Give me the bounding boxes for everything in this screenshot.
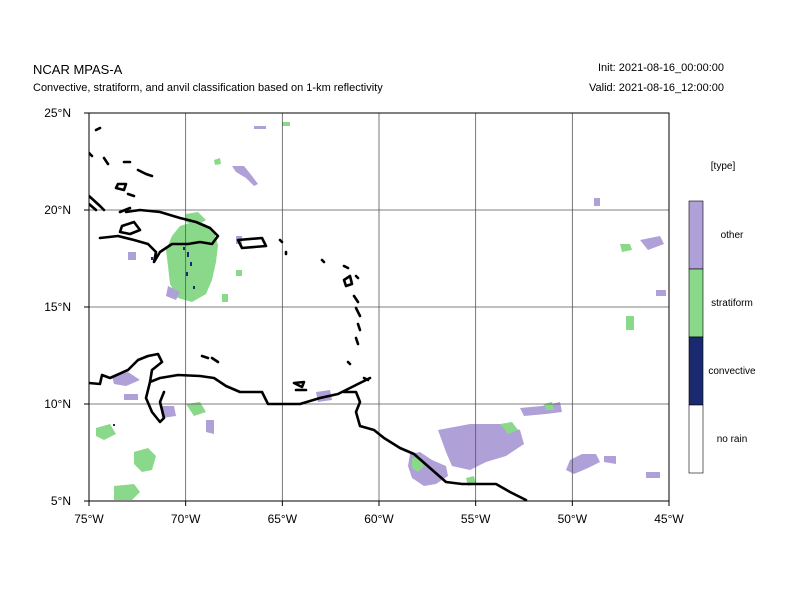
legend-swatch [688, 268, 704, 338]
precip-other-area [646, 472, 660, 478]
coastline-south-america [89, 352, 528, 501]
map-subtitle: Convective, stratiform, and anvil classi… [33, 82, 383, 94]
precip-convective-cell [193, 286, 195, 289]
legend-label: no rain [717, 434, 748, 445]
y-tick-label: 20°N [44, 203, 71, 217]
precip-other-area [656, 290, 666, 296]
y-tick-label: 25°N [44, 106, 71, 120]
coastlines [89, 126, 528, 501]
precip-other-area [128, 252, 136, 260]
precip-other-area [254, 126, 266, 129]
legend: [type] other stratiform convective no rain [688, 161, 756, 474]
precip-stratiform-area [186, 212, 206, 226]
legend-title: [type] [711, 161, 736, 172]
precip-stratiform-area [114, 484, 140, 500]
x-tick-label: 75°W [74, 512, 104, 526]
precip-stratiform-area [282, 122, 290, 126]
precip-convective-cell [190, 262, 192, 266]
precip-convective-cell [113, 424, 115, 426]
x-axis: 75°W 70°W 65°W 60°W 55°W 50°W 45°W [74, 501, 684, 526]
precip-convective-cell [151, 257, 153, 260]
coastline-island [118, 206, 132, 214]
precip-stratiform-area [222, 294, 228, 302]
map-title: NCAR MPAS-A [33, 62, 123, 77]
graticule [88, 112, 670, 502]
precip-convective-cell [186, 272, 188, 276]
coastline-cuba [89, 194, 106, 212]
precip-other-area [438, 424, 524, 470]
precip-stratiform-area [500, 422, 518, 434]
precip-other-area [604, 456, 616, 464]
precip-stratiform-area [214, 158, 221, 165]
legend-label: convective [708, 366, 756, 377]
y-tick-label: 10°N [44, 397, 71, 411]
precip-convective-cell [187, 252, 189, 257]
legend-label: stratiform [711, 298, 753, 309]
precip-other-area [594, 198, 600, 206]
x-tick-label: 60°W [364, 512, 394, 526]
precip-other-area [124, 394, 138, 400]
coastline-island [200, 354, 220, 364]
precip-convective-cell [183, 247, 185, 250]
precip-stratiform-area [620, 244, 632, 252]
precip-stratiform-area [134, 448, 156, 472]
precip-stratiform-area [236, 270, 242, 276]
coastline-lesser-antilles [278, 238, 370, 382]
precip-stratiform-area [96, 424, 116, 440]
precip-other-area [206, 420, 214, 434]
precip-other-area [166, 286, 180, 300]
legend-label: other [721, 230, 744, 241]
coastline-bahamas [89, 126, 154, 198]
coastline-island [292, 380, 306, 389]
y-tick-label: 15°N [44, 300, 71, 314]
x-tick-label: 55°W [461, 512, 491, 526]
coastline-puerto-rico [236, 236, 268, 250]
precip-other-area [112, 372, 140, 386]
legend-swatch [688, 404, 704, 474]
y-axis: 5°N 10°N 15°N 20°N 25°N [44, 106, 89, 508]
x-tick-label: 65°W [268, 512, 298, 526]
y-tick-label: 5°N [51, 494, 71, 508]
x-tick-label: 45°W [654, 512, 684, 526]
x-tick-label: 70°W [171, 512, 201, 526]
init-time: Init: 2021-08-16_00:00:00 [598, 62, 724, 74]
precip-stratiform-area [626, 316, 634, 330]
precip-other-area [566, 454, 600, 474]
legend-swatch [688, 200, 704, 270]
valid-time: Valid: 2021-08-16_12:00:00 [589, 82, 724, 94]
x-tick-label: 50°W [558, 512, 588, 526]
precip-other-area [640, 236, 664, 250]
precip-stratiform-area [186, 402, 206, 416]
legend-swatch [688, 336, 704, 406]
precip-other-area [232, 166, 258, 186]
coastline-hispaniola [98, 208, 220, 264]
precip-field [96, 122, 666, 500]
